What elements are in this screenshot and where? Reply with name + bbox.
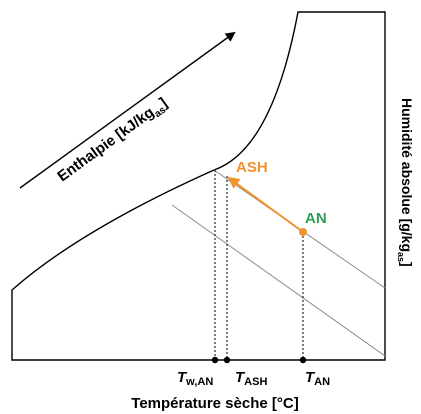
tick-label-t-ash: TASH bbox=[235, 369, 267, 388]
tick-dot-t-an bbox=[299, 356, 307, 364]
enthalpy-line-lower bbox=[171, 204, 386, 357]
enthalpy-arrow bbox=[19, 31, 236, 189]
point-an-marker bbox=[299, 228, 307, 236]
humidity-axis-label-sub: as bbox=[396, 252, 406, 262]
temperature-axis-label: Température sèche [°C] bbox=[131, 395, 298, 412]
tick-dot-t-ash bbox=[223, 356, 231, 364]
tick-label-t-an-sub: AN bbox=[314, 376, 330, 388]
humidity-axis-label: Humidité absolue [g/kgas] bbox=[396, 98, 415, 267]
tick-label-t-an-symbol: T bbox=[305, 369, 316, 386]
tick-label-t-ash-sub: ASH bbox=[244, 376, 267, 388]
tick-label-tw-an-sub: w,AN bbox=[185, 376, 213, 388]
process-arrow-an-to-ash bbox=[227, 176, 304, 233]
tick-dot-tw-an bbox=[211, 356, 219, 364]
tick-label-tw-an-symbol: T bbox=[177, 369, 188, 386]
chart-outline bbox=[11, 11, 386, 361]
tick-label-tw-an: Tw,AN bbox=[177, 369, 213, 388]
enthalpy-axis-label: Enthalpie [kJ/kgas] bbox=[54, 94, 172, 187]
tick-label-t-ash-symbol: T bbox=[235, 369, 246, 386]
point-ash-label: ASH bbox=[236, 159, 268, 176]
enthalpy-axis-label-main: Enthalpie [kJ/kg bbox=[54, 104, 157, 185]
humidity-axis-label-main: Humidité absolue [g/kg bbox=[399, 98, 415, 252]
tick-label-t-an: TAN bbox=[305, 369, 330, 388]
point-an-label: AN bbox=[305, 210, 327, 227]
humidity-axis-label-close: ] bbox=[399, 262, 415, 267]
